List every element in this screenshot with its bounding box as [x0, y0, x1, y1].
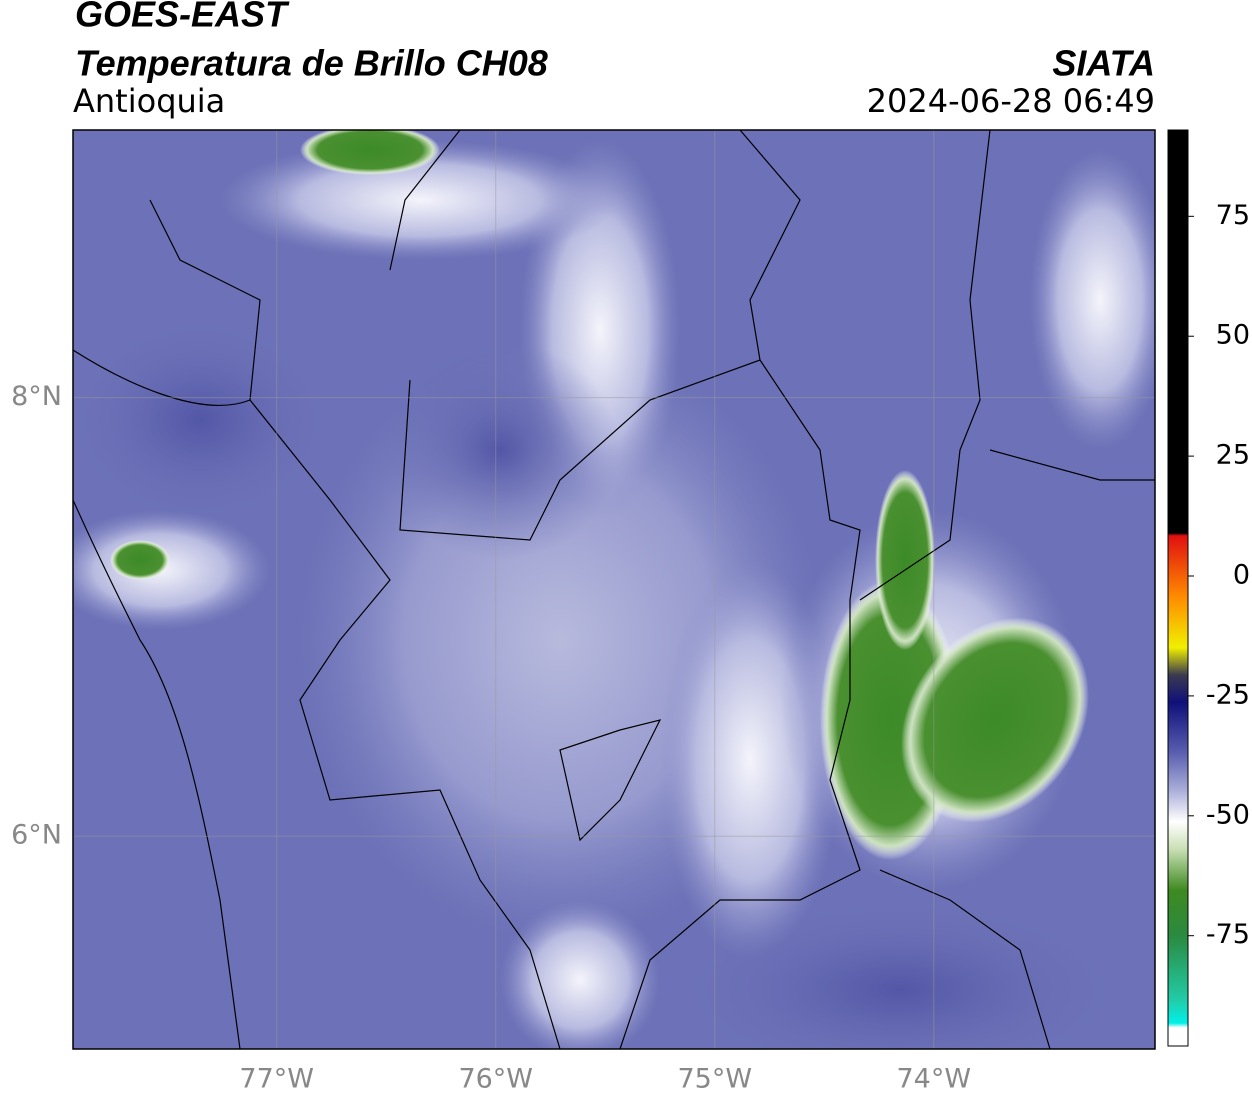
colorbar-tick-label: -75 — [1206, 919, 1250, 950]
colorbar-tick-label: 25 — [1216, 440, 1250, 471]
region: Antioquia — [73, 82, 225, 120]
timestamp: 2024-06-28 06:49 — [867, 82, 1155, 120]
source: GOES-EAST — [75, 0, 290, 35]
map-frame — [72, 129, 1156, 1050]
colorbar-tick-label: -50 — [1206, 799, 1250, 830]
brand: SIATA — [1052, 43, 1155, 84]
colorbar-tick-label: -25 — [1206, 679, 1250, 710]
colorbar-tick-label: 0 — [1233, 560, 1250, 591]
x-tick-label: 76°W — [458, 1064, 533, 1095]
map-image — [73, 130, 1155, 1049]
y-tick-label: 6°N — [11, 820, 62, 851]
colorbar-tick-label: 50 — [1216, 320, 1250, 351]
colorbar-tick-label: 75 — [1216, 200, 1250, 231]
colorbar — [1167, 129, 1189, 1047]
x-tick-label: 75°W — [677, 1064, 752, 1095]
y-tick-label: 8°N — [11, 381, 62, 412]
x-tick-label: 74°W — [897, 1064, 972, 1095]
title: Temperatura de Brillo CH08 — [75, 43, 548, 84]
x-tick-label: 77°W — [239, 1064, 314, 1095]
